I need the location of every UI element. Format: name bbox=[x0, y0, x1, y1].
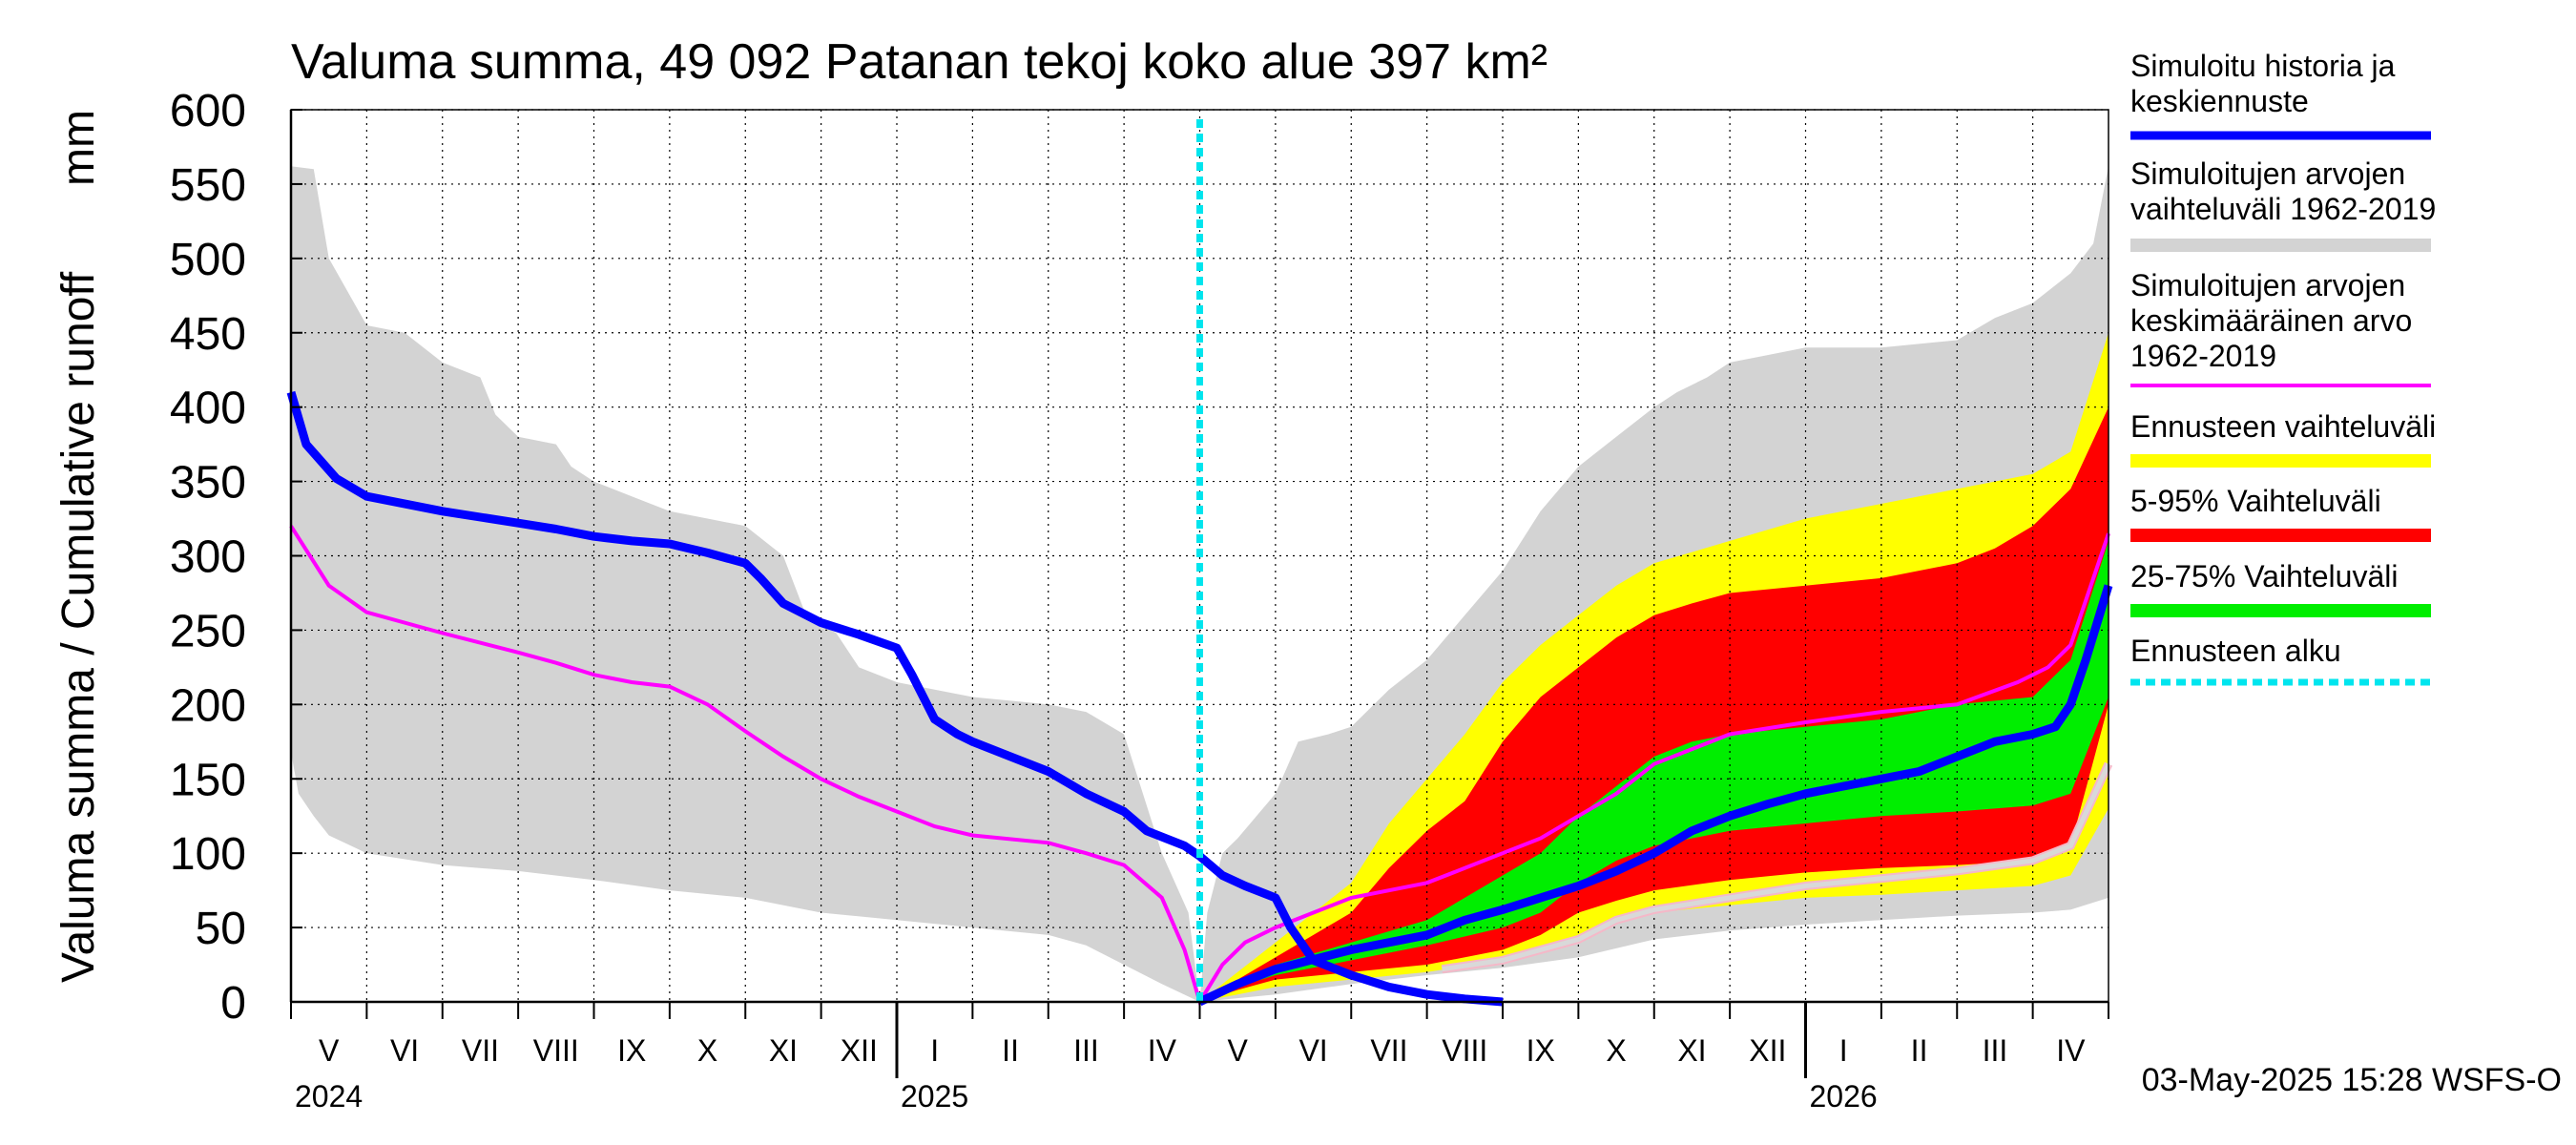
month-label: VIII bbox=[533, 1033, 579, 1068]
y-tick-label: 550 bbox=[170, 160, 246, 211]
legend-label: 25-75% Vaihteluväli bbox=[2130, 559, 2398, 593]
y-tick-label: 450 bbox=[170, 309, 246, 360]
y-tick-label: 300 bbox=[170, 532, 246, 583]
month-label: V bbox=[1228, 1033, 1249, 1068]
month-label: VIII bbox=[1442, 1033, 1487, 1068]
month-label: IX bbox=[617, 1033, 646, 1068]
month-label: IV bbox=[1148, 1033, 1177, 1068]
y-tick-label: 100 bbox=[170, 829, 246, 880]
month-label: X bbox=[1606, 1033, 1626, 1068]
legend-label: 1962-2019 bbox=[2130, 339, 2276, 373]
y-tick-label: 600 bbox=[170, 86, 246, 136]
y-tick-label: 350 bbox=[170, 458, 246, 509]
y-axis-unit: mm bbox=[53, 110, 104, 186]
month-label: I bbox=[1839, 1033, 1848, 1068]
legend-label: Simuloitujen arvojen bbox=[2130, 156, 2405, 191]
month-label: XII bbox=[841, 1033, 878, 1068]
month-label: I bbox=[930, 1033, 939, 1068]
history-line bbox=[286, 390, 1504, 1007]
year-label: 2026 bbox=[1810, 1079, 1878, 1114]
month-label: II bbox=[1911, 1033, 1928, 1068]
forecast-low-line bbox=[1442, 762, 2111, 972]
legend-label: Ennusteen alku bbox=[2130, 634, 2341, 668]
legend-label: 5-95% Vaihteluväli bbox=[2130, 484, 2381, 518]
month-label: III bbox=[1073, 1033, 1099, 1068]
y-tick-label: 500 bbox=[170, 235, 246, 285]
legend-label: Simuloitu historia ja bbox=[2130, 49, 2396, 83]
month-label: XI bbox=[769, 1033, 798, 1068]
timestamp-label: 03-May-2025 15:28 WSFS-O bbox=[2142, 1062, 2562, 1098]
month-label: XII bbox=[1749, 1033, 1786, 1068]
legend-label: keskiennuste bbox=[2130, 84, 2309, 118]
forecast-median-line bbox=[1197, 584, 2113, 1007]
y-axis-label: Valuma summa / Cumulative runoff bbox=[53, 271, 104, 983]
month-label: III bbox=[1983, 1033, 2008, 1068]
y-tick-label: 50 bbox=[196, 904, 246, 954]
month-label: XI bbox=[1677, 1033, 1706, 1068]
y-tick-label: 150 bbox=[170, 755, 246, 805]
month-label: V bbox=[319, 1033, 340, 1068]
month-label: VII bbox=[1370, 1033, 1407, 1068]
y-tick-label: 0 bbox=[220, 978, 246, 1029]
legend-label: keskimääräinen arvo bbox=[2130, 303, 2412, 338]
month-label: X bbox=[697, 1033, 717, 1068]
year-label: 2025 bbox=[901, 1079, 968, 1114]
month-label: VII bbox=[462, 1033, 499, 1068]
month-label: VI bbox=[1298, 1033, 1327, 1068]
y-tick-label: 400 bbox=[170, 384, 246, 434]
legend-label: Ennusteen vaihteluväli bbox=[2130, 409, 2436, 444]
month-label: VI bbox=[390, 1033, 419, 1068]
month-label: II bbox=[1002, 1033, 1019, 1068]
y-tick-label: 200 bbox=[170, 680, 246, 731]
chart-title: Valuma summa, 49 092 Patanan tekoj koko … bbox=[291, 34, 1548, 90]
year-label: 2024 bbox=[295, 1079, 363, 1114]
month-label: IV bbox=[2056, 1033, 2086, 1068]
legend-label: vaihteluväli 1962-2019 bbox=[2130, 192, 2436, 226]
legend-label: Simuloitujen arvojen bbox=[2130, 268, 2405, 302]
y-tick-label: 250 bbox=[170, 606, 246, 656]
month-label: IX bbox=[1527, 1033, 1555, 1068]
chart-lines bbox=[286, 119, 2113, 1007]
